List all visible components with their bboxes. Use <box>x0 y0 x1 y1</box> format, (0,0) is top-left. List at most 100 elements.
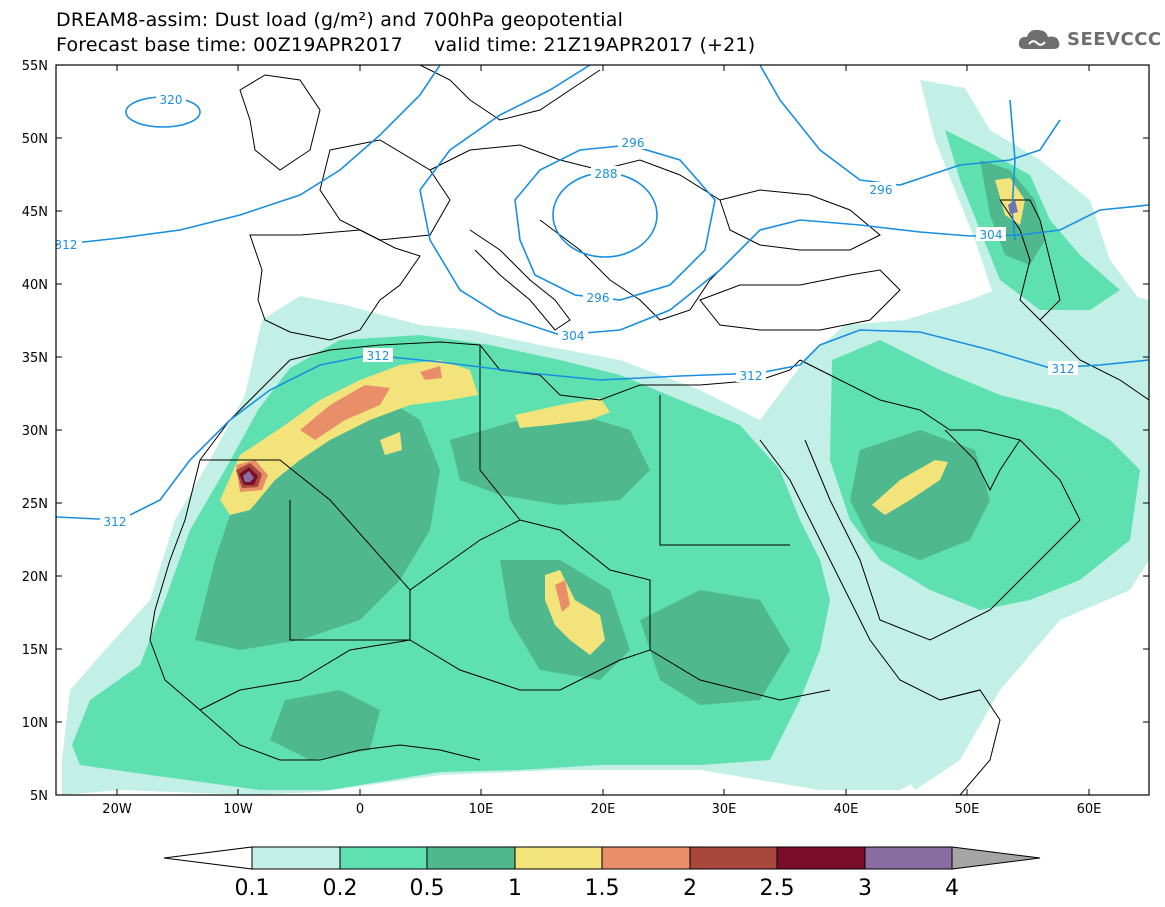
dust-area-3 <box>243 471 254 482</box>
lat-tick-label: 50N <box>22 132 48 147</box>
border-middle-east <box>799 359 951 431</box>
contour-north-east <box>1009 99 1016 241</box>
coast-scandinavia <box>419 65 601 121</box>
border-central-europe <box>429 144 721 201</box>
colorbar-swatch <box>251 846 341 870</box>
colorbar-swatch <box>426 846 516 870</box>
colorbar-label: 2.5 <box>760 876 795 901</box>
contour-312-south <box>56 329 1149 521</box>
lon-tick-label: 0 <box>356 802 364 817</box>
colorbar-swatch <box>514 846 603 870</box>
colorbar-label: 2 <box>683 876 697 901</box>
lat-tick-label: 15N <box>22 643 48 658</box>
lon-tick-label: 50E <box>955 802 980 817</box>
border-sahara-1 <box>289 500 651 650</box>
lat-tick-label: 10N <box>22 716 48 731</box>
colorbar-swatch <box>601 846 691 870</box>
contour-label: 296 <box>622 136 645 150</box>
colorbar-label: 1 <box>508 876 522 901</box>
chart-title-line-1: DREAM8-assim: Dust load (g/m²) and 700hP… <box>56 9 624 31</box>
contour-296-ring <box>514 144 716 301</box>
coast-balkans-greece <box>539 219 741 321</box>
lon-tick-label: 40E <box>834 802 859 817</box>
dust-area-0.5 <box>195 395 990 760</box>
colorbar-under-triangle <box>163 846 253 870</box>
colorbar-swatch <box>339 846 428 870</box>
colorbar-label: 1.5 <box>585 876 620 901</box>
border-iran <box>1039 319 1149 401</box>
colorbar-label: 0.2 <box>323 876 358 901</box>
coast-west-africa <box>149 459 481 761</box>
lon-labels: 20W 10W 0 10E 20E 30E 40E 50E 60E <box>102 802 1101 817</box>
dust-area-1.5 <box>236 366 570 612</box>
logo-text: SEEVCCC <box>1067 28 1162 50</box>
lat-tick-label: 55N <box>22 59 48 74</box>
chart-title-line-2: Forecast base time: 00Z19APR2017 valid t… <box>56 34 756 56</box>
coast-italy <box>469 229 571 331</box>
colorbar-swatch <box>776 846 866 870</box>
lat-tick-label: 25N <box>22 497 48 512</box>
lon-tick-label: 30E <box>712 802 737 817</box>
dust-area-1.0-north <box>995 178 1025 225</box>
lat-tick-label: 30N <box>22 424 48 439</box>
contour-label: 312 <box>1052 362 1075 376</box>
dust-area-0.1-ethiopia <box>895 680 985 790</box>
lon-tick-label: 20E <box>591 802 616 817</box>
geopotential-contours <box>56 65 1149 521</box>
contour-label: 312 <box>55 238 78 252</box>
colorbar-labels: 0.1 0.2 0.5 1 1.5 2 2.5 3 4 <box>235 876 960 901</box>
coast-france <box>319 139 451 241</box>
coast-britain <box>239 74 321 171</box>
coast-black-sea <box>719 189 881 251</box>
dust-load-field <box>56 65 1149 795</box>
border-egypt-libya <box>659 395 790 546</box>
lat-tick-label: 35N <box>22 351 48 366</box>
border-sahara-3 <box>479 345 521 521</box>
colorbar-label: 3 <box>858 876 872 901</box>
lon-tick-label: 60E <box>1077 802 1102 817</box>
lon-tick-label: 10E <box>469 802 494 817</box>
contour-label: 312 <box>104 515 127 529</box>
contour-label: 312 <box>740 369 763 383</box>
coast-red-sea <box>759 439 981 701</box>
contour-296-north <box>759 65 1061 186</box>
contour-label: 296 <box>587 291 610 305</box>
lon-tick-label: 20W <box>102 802 132 817</box>
colorbar-over-triangle <box>951 846 1041 870</box>
dust-area-3-north <box>1008 200 1018 214</box>
coast-horn-africa <box>939 689 1001 795</box>
lon-axis <box>116 65 1090 795</box>
contour-label: 320 <box>160 93 183 107</box>
coast-caspian <box>999 199 1061 321</box>
colorbar <box>163 846 1041 870</box>
lat-tick-label: 20N <box>22 570 48 585</box>
colorbar-label: 4 <box>945 876 959 901</box>
contour-312-west <box>56 65 441 246</box>
border-sahel <box>199 639 831 711</box>
contour-label-group: 320 312 296 288 296 296 304 304 312 312 … <box>55 92 1078 529</box>
colorbar-label: 0.5 <box>410 876 445 901</box>
contour-304 <box>419 65 1149 336</box>
lat-axis <box>56 64 1149 796</box>
colorbar-swatch <box>864 846 953 870</box>
colorbar-label: 0.1 <box>235 876 270 901</box>
colorbar-swatch <box>689 846 778 870</box>
contour-label: 312 <box>367 349 390 363</box>
contour-label: 288 <box>595 167 618 181</box>
lon-tick-label: 10W <box>223 802 253 817</box>
dust-area-1.0 <box>220 360 948 655</box>
contour-label: 304 <box>980 228 1003 242</box>
seevccc-logo: SEEVCCC <box>1017 27 1162 51</box>
coast-persian-gulf <box>944 429 1021 492</box>
coast-arabia <box>804 429 1081 641</box>
cloud-icon <box>1018 29 1060 49</box>
coast-turkey <box>699 269 901 331</box>
lat-tick-label: 40N <box>22 278 48 293</box>
lat-tick-label: 5N <box>30 789 48 804</box>
contour-label: 304 <box>562 329 585 343</box>
border-sahara-2 <box>200 459 411 591</box>
lat-tick-label: 45N <box>22 205 48 220</box>
lat-labels: 55N 50N 45N 40N 35N 30N 25N 20N 15N 10N … <box>22 59 48 804</box>
contour-label: 296 <box>870 183 893 197</box>
